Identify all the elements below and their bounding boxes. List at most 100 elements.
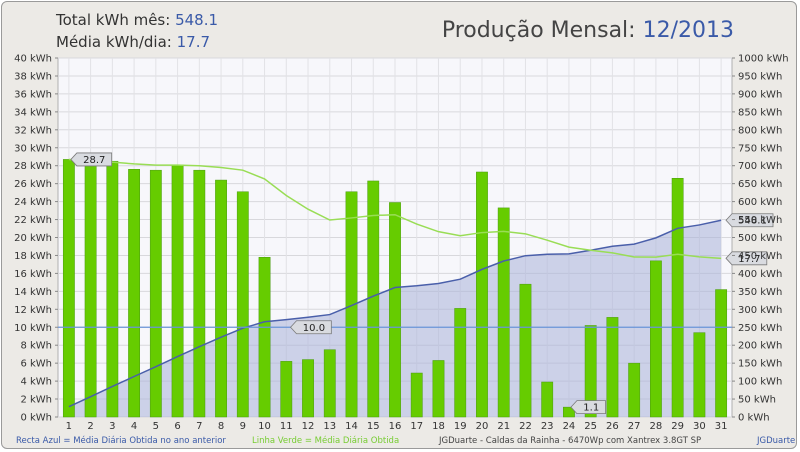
x-tick-label: 11 xyxy=(280,421,293,432)
annotation-3-box xyxy=(725,251,768,266)
x-tick-label: 2 xyxy=(87,421,93,432)
x-tick-label: 13 xyxy=(323,421,336,432)
bar-day-17 xyxy=(410,372,423,418)
annotation-2: 548.1 xyxy=(738,216,767,227)
x-tick-label: 27 xyxy=(628,421,641,432)
left-tick-label: 12 kWh xyxy=(14,305,52,316)
annotation-0: 28.7 xyxy=(83,155,105,166)
x-tick-label: 14 xyxy=(345,421,358,432)
bar-day-12 xyxy=(302,359,314,418)
title-label: Produção Mensal: xyxy=(441,18,636,43)
x-tick-label: 21 xyxy=(497,421,510,432)
bar-day-23 xyxy=(541,381,554,418)
right-tick-label: 200 kWh xyxy=(738,341,782,352)
bar-day-22 xyxy=(519,283,532,418)
bar-day-2 xyxy=(84,165,97,418)
x-tick-label: 5 xyxy=(153,421,159,432)
cumulative-line xyxy=(68,219,722,408)
bar-day-24 xyxy=(563,406,575,418)
annotation-0-box xyxy=(70,152,113,167)
bar-day-4 xyxy=(128,169,140,418)
reference-label: 10.0 xyxy=(303,323,325,334)
average-line xyxy=(68,158,722,260)
left-tick-label: 38 kWh xyxy=(14,71,52,82)
bar-day-8 xyxy=(215,179,227,418)
bar-day-7 xyxy=(193,169,206,418)
left-tick-label: 0 kWh xyxy=(20,413,52,424)
bar-day-27 xyxy=(628,362,641,418)
bar-day-6 xyxy=(171,164,184,418)
bar-day-14 xyxy=(345,191,358,418)
bar-day-1 xyxy=(62,159,75,418)
bar-day-11 xyxy=(280,361,293,418)
bar-day-30 xyxy=(693,332,706,418)
right-tick-label: 450 kWh xyxy=(738,251,782,262)
left-tick-label: 10 kWh xyxy=(14,323,52,334)
author-credit: JGDuarte xyxy=(757,436,796,446)
right-tick-label: 900 kWh xyxy=(738,89,782,100)
left-tick-label: 40 kWh xyxy=(14,54,52,65)
x-tick-label: 7 xyxy=(196,421,202,432)
left-tick-label: 30 kWh xyxy=(14,143,52,154)
left-tick-label: 32 kWh xyxy=(14,125,52,136)
left-tick-label: 20 kWh xyxy=(14,233,52,244)
avg-value: 17.7 xyxy=(176,33,211,51)
bar-day-5 xyxy=(149,169,162,418)
right-tick-label: 150 kWh xyxy=(738,359,782,370)
right-tick-label: 800 kWh xyxy=(738,125,782,136)
x-tick-label: 1 xyxy=(66,421,72,432)
bar-day-26 xyxy=(606,317,619,418)
left-tick-label: 2 kWh xyxy=(20,395,52,406)
x-tick-label: 24 xyxy=(563,421,576,432)
x-tick-label: 8 xyxy=(218,421,224,432)
bar-day-20 xyxy=(476,171,488,418)
left-tick-label: 6 kWh xyxy=(20,359,52,370)
avg-label: Média kWh/dia: xyxy=(56,33,172,51)
bar-day-13 xyxy=(323,349,336,418)
x-tick-label: 20 xyxy=(476,421,489,432)
right-tick-label: 300 kWh xyxy=(738,305,782,316)
x-tick-label: 15 xyxy=(367,421,380,432)
right-tick-label: 400 kWh xyxy=(738,269,782,280)
bar-day-31 xyxy=(715,289,728,418)
right-tick-label: 250 kWh xyxy=(738,323,782,334)
legend-green-line: Linha Verde = Média Diária Obtida xyxy=(252,436,400,446)
right-tick-label: 500 kWh xyxy=(738,233,782,244)
right-tick-label: 350 kWh xyxy=(738,287,782,298)
right-tick-label: 50 kWh xyxy=(738,395,776,406)
x-tick-label: 29 xyxy=(671,421,684,432)
bar-day-10 xyxy=(258,256,271,418)
left-tick-label: 22 kWh xyxy=(14,215,52,226)
total-label: Total kWh mês: xyxy=(56,11,171,29)
left-tick-label: 14 kWh xyxy=(14,287,52,298)
x-tick-label: 12 xyxy=(302,421,315,432)
total-kwh-month: Total kWh mês: 548.1 xyxy=(56,11,218,29)
total-value: 548.1 xyxy=(175,11,219,29)
left-tick-label: 34 kWh xyxy=(14,107,52,118)
right-tick-label: 650 kWh xyxy=(738,179,782,190)
right-tick-label: 750 kWh xyxy=(738,143,782,154)
x-tick-label: 28 xyxy=(650,421,663,432)
x-tick-label: 9 xyxy=(240,421,246,432)
x-tick-label: 30 xyxy=(693,421,706,432)
avg-kwh-day: Média kWh/dia: 17.7 xyxy=(56,33,210,51)
bar-day-19 xyxy=(454,308,467,418)
x-tick-label: 18 xyxy=(432,421,445,432)
left-tick-label: 18 kWh xyxy=(14,251,52,262)
x-tick-label: 17 xyxy=(410,421,423,432)
x-tick-label: 4 xyxy=(131,421,137,432)
bar-day-25 xyxy=(584,325,597,418)
right-tick-label: 0 kWh xyxy=(738,413,770,424)
left-tick-label: 24 kWh xyxy=(14,197,52,208)
x-tick-label: 22 xyxy=(519,421,532,432)
chart-title: Produção Mensal: 12/2013 xyxy=(442,18,734,43)
bar-day-18 xyxy=(432,360,445,418)
annotation-1-box xyxy=(570,400,606,415)
left-tick-label: 36 kWh xyxy=(14,89,52,100)
bar-day-29 xyxy=(671,178,684,418)
x-tick-label: 26 xyxy=(606,421,619,432)
left-tick-label: 26 kWh xyxy=(14,179,52,190)
right-tick-label: 600 kWh xyxy=(738,197,782,208)
